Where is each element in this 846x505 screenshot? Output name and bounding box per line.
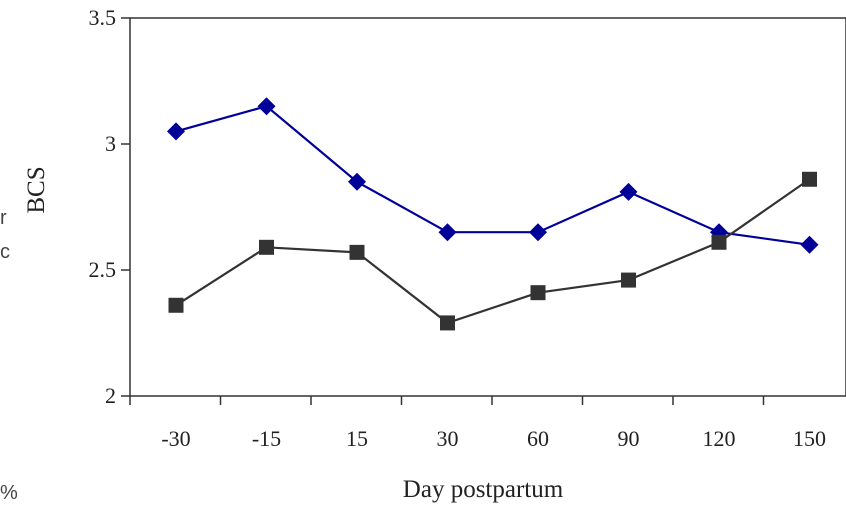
x-tick-label: 90 bbox=[618, 426, 640, 451]
series-2-point bbox=[168, 297, 184, 313]
y-tick-label: 2 bbox=[105, 383, 116, 408]
x-tick-label: 30 bbox=[437, 426, 459, 451]
y-axis: 2 2.5 3 3.5 bbox=[89, 5, 130, 408]
y-tick-label: 3.5 bbox=[89, 5, 117, 30]
x-axis: -30 -15 15 30 60 90 120 150 bbox=[129, 396, 826, 451]
series-1-point bbox=[438, 223, 457, 242]
series-2-point bbox=[802, 171, 817, 187]
edge-fragment: c bbox=[0, 241, 10, 263]
y-axis-title: BCS bbox=[23, 166, 50, 213]
series-1-point bbox=[619, 182, 638, 201]
series-2-point bbox=[440, 315, 455, 331]
series-2-point bbox=[259, 239, 274, 255]
series-2-line bbox=[175, 178, 811, 325]
y-tick-label: 3 bbox=[105, 131, 116, 156]
series-2-point bbox=[530, 285, 546, 301]
series-2-point bbox=[711, 234, 727, 250]
x-axis-title: Day postpartum bbox=[403, 476, 564, 503]
plot-frame bbox=[129, 17, 846, 397]
series-layer bbox=[167, 97, 819, 331]
series-1-point bbox=[348, 172, 366, 191]
x-tick-label: -30 bbox=[161, 426, 190, 451]
x-tick-label: 60 bbox=[527, 426, 549, 451]
series-2-point bbox=[349, 244, 365, 260]
edge-fragment: % bbox=[0, 482, 18, 504]
x-tick-label: -15 bbox=[252, 426, 281, 451]
series-1-point bbox=[529, 223, 547, 242]
series-1-point bbox=[800, 235, 819, 254]
series-1-point bbox=[167, 122, 185, 141]
edge-fragment: r bbox=[0, 207, 7, 229]
series-1-point bbox=[257, 97, 276, 116]
series-2-point bbox=[621, 272, 636, 288]
x-tick-label: 150 bbox=[793, 426, 826, 451]
x-tick-label: 120 bbox=[703, 426, 736, 451]
x-tick-label: 15 bbox=[346, 426, 368, 451]
y-tick-label: 2.5 bbox=[89, 257, 117, 282]
series-1-line bbox=[175, 104, 810, 246]
